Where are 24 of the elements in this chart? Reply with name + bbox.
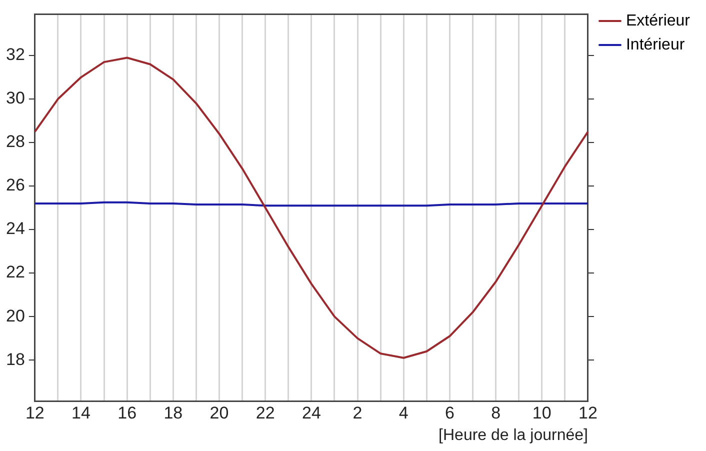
legend-label: Intérieur [626, 36, 686, 54]
y-tick-label: 24 [6, 219, 25, 238]
x-tick-label: 2 [352, 403, 362, 422]
x-tick-label: 12 [578, 403, 598, 422]
x-tick-label: 22 [256, 403, 275, 422]
y-tick-label: 20 [6, 306, 25, 326]
x-tick-label: 6 [444, 403, 454, 422]
x-tick-label: 8 [491, 403, 501, 422]
x-tick-label: 20 [210, 403, 229, 422]
legend-label: Extérieur [626, 12, 691, 30]
x-tick-label: 4 [398, 403, 408, 422]
x-tick-label: 18 [164, 403, 183, 422]
y-tick-label: 22 [6, 262, 25, 282]
y-tick-label: 26 [6, 176, 25, 195]
y-tick-label: 32 [6, 45, 25, 64]
y-tick-label: 28 [6, 132, 25, 152]
x-tick-label: 24 [302, 403, 321, 422]
y-tick-label: 18 [6, 350, 25, 369]
x-tick-label: 10 [532, 403, 552, 422]
x-axis-title: [Heure de la journée] [438, 426, 588, 444]
x-tick-label: 16 [118, 403, 137, 422]
y-tick-label: 30 [6, 88, 25, 108]
x-tick-label: 12 [25, 403, 44, 422]
x-tick-label: 14 [72, 403, 90, 422]
